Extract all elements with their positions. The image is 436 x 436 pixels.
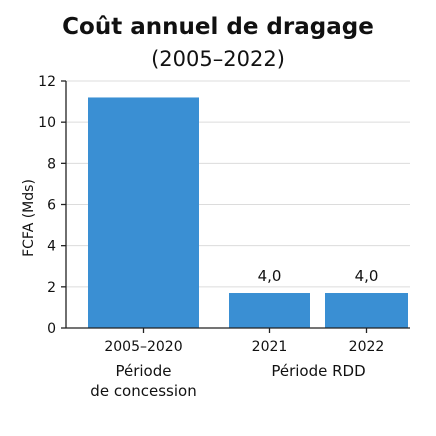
chart-title: Coût annuel de dragage (62, 14, 374, 40)
bar (325, 293, 408, 328)
y-tick-label: 4 (47, 239, 56, 255)
data-label: 4,0 (355, 267, 379, 285)
group-label: Période (115, 362, 171, 380)
group-label: de concession (90, 382, 196, 400)
y-tick-label: 2 (47, 280, 56, 296)
chart-subtitle: (2005–2022) (151, 47, 285, 71)
axes (61, 80, 410, 333)
data-label: 4,0 (258, 267, 282, 285)
bar (229, 293, 310, 328)
x-tick-label: 2005–2020 (104, 339, 182, 355)
x-tick-label: 2021 (252, 339, 288, 355)
x-tick-label: 2022 (349, 339, 385, 355)
bars (88, 97, 408, 328)
y-tick-label: 12 (38, 74, 56, 90)
labels: 0 2 4 6 8 10 12 2005–2020 2021 4,0 2022 4,0 Période d… (38, 74, 384, 400)
y-tick-label: 10 (38, 115, 56, 131)
y-axis-label: FCFA (Mds) (21, 179, 37, 257)
y-tick-label: 8 (47, 156, 56, 172)
group-label: Période RDD (271, 362, 365, 380)
y-tick-label: 6 (47, 198, 56, 214)
bar (88, 97, 199, 328)
y-tick-label: 0 (47, 321, 56, 337)
